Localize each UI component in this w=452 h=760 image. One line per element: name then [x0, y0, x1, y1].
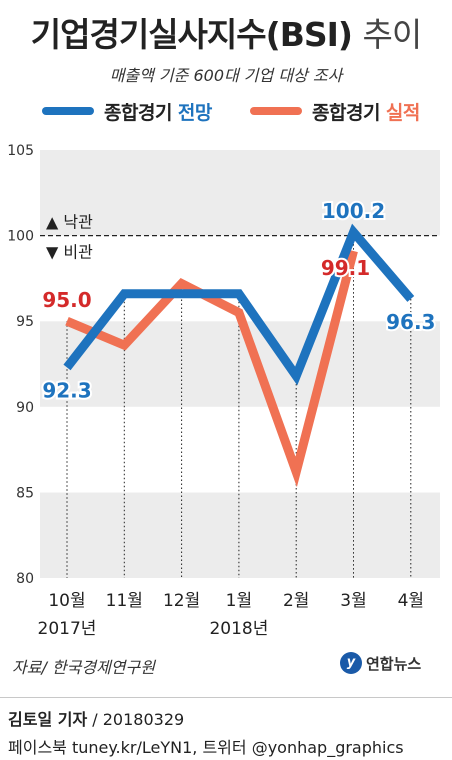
- x-tick-label: 10월: [48, 591, 85, 611]
- x-tick-label: 4월: [398, 591, 424, 611]
- publish-date: / 20180329: [92, 710, 185, 729]
- legend-highlight-forecast: 전망: [177, 101, 212, 124]
- data-label: 95.0: [42, 288, 91, 312]
- chart-title: 기업경기실사지수(BSI) 추이: [0, 8, 452, 56]
- annotation-pessimistic: ▼ 비관: [46, 243, 93, 262]
- grid-band: [40, 406, 440, 493]
- data-label: 100.2: [322, 199, 385, 223]
- legend-label-forecast: 종합경기: [104, 101, 172, 124]
- yonhap-logo-text: 연합뉴스: [366, 654, 422, 673]
- social-links: 페이스북 tuney.kr/LeYN1, 트위터 @yonhap_graphic…: [8, 738, 404, 757]
- data-label-halo: 100.2: [322, 199, 385, 223]
- grid-band: [40, 492, 440, 578]
- legend-item-forecast: 종합경기 전망: [42, 97, 212, 125]
- chart-title-suffix: 추이: [362, 15, 423, 54]
- x-tick-label: 1월: [226, 591, 252, 611]
- x-tick-label: 3월: [340, 591, 366, 611]
- infographic-card: 기업경기실사지수(BSI) 추이 매출액 기준 600대 기업 대상 조사 종합…: [0, 8, 452, 698]
- x-tick-label: 12월: [163, 591, 200, 611]
- grid-band: [40, 150, 440, 236]
- y-tick-label: 90: [16, 400, 34, 416]
- legend-highlight-actual: 실적: [385, 101, 420, 124]
- y-tick-label: 95: [16, 314, 34, 330]
- x-tick-label: 11월: [106, 591, 143, 611]
- data-label: 96.3: [386, 310, 435, 334]
- y-tick-label: 100: [7, 229, 34, 245]
- annotation-optimistic: ▲ 낙관: [46, 213, 93, 232]
- legend-label-actual: 종합경기: [312, 101, 380, 124]
- data-label: 92.3: [42, 378, 91, 402]
- series-line-forecast: [63, 223, 415, 386]
- data-label: 99.1: [321, 256, 370, 280]
- data-label-halo: 92.3: [42, 378, 91, 402]
- year-label: 2017년: [38, 619, 97, 639]
- author-name: 김토일 기자: [8, 710, 88, 729]
- data-label-halo: 96.3: [386, 310, 435, 334]
- x-tick-label: 2월: [283, 591, 309, 611]
- y-tick-label: 85: [16, 485, 34, 501]
- yonhap-logo: y 연합뉴스: [340, 652, 421, 674]
- y-tick-label: 80: [16, 571, 34, 587]
- chart-subtitle: 매출액 기준 600대 기업 대상 조사: [109, 66, 343, 85]
- y-tick-label: 105: [7, 143, 34, 159]
- year-label: 2018년: [209, 619, 268, 639]
- chart-title-main: 기업경기실사지수(BSI): [30, 15, 353, 54]
- legend-swatch-actual: [250, 107, 302, 115]
- legend-swatch-forecast: [42, 107, 94, 115]
- yonhap-logo-icon: y: [340, 652, 362, 674]
- data-label-halo: 95.0: [42, 288, 91, 312]
- data-label-halo: 99.1: [321, 256, 370, 280]
- legend-item-actual: 종합경기 실적: [250, 97, 420, 125]
- byline: 김토일 기자 / 20180329: [8, 706, 184, 730]
- source-note: 자료/ 한국경제연구원: [12, 658, 155, 677]
